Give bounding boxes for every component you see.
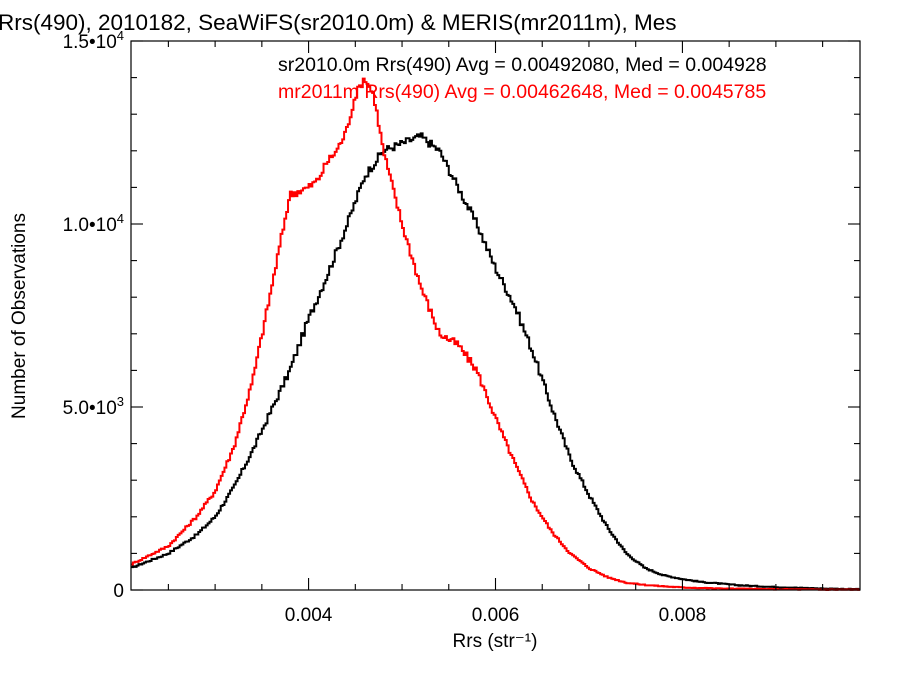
y-tick-label: 0: [113, 581, 124, 602]
series-layer: [131, 77, 860, 591]
tick-layer: 0.004 0.006 0.008 0 5.0•103 1.0•104 1.5•104: [63, 28, 860, 626]
x-tick-label: 0.008: [659, 605, 707, 626]
x-tick-label: 0.004: [285, 605, 333, 626]
plot-frame: [130, 40, 861, 591]
legend: sr2010.0m Rrs(490) Avg = 0.00492080, Med…: [278, 54, 767, 103]
legend-entry-mr2011: mr2011m Rrs(490) Avg = 0.00462648, Med =…: [278, 81, 766, 103]
x-axis-label-text: Rrs (str⁻¹): [453, 631, 538, 652]
plot-area: 0.004 0.006 0.008 0 5.0•103 1.0•104 1.5•104: [63, 28, 861, 626]
x-axis-label: Rrs (str⁻¹): [453, 631, 538, 652]
series-line-sr2010: [131, 132, 860, 591]
y-tick-label: 5.0•103: [63, 394, 124, 419]
y-tick-label: 1.5•104: [63, 28, 124, 53]
series-line-mr2011: [131, 77, 860, 591]
legend-entry-sr2010: sr2010.0m Rrs(490) Avg = 0.00492080, Med…: [278, 54, 767, 76]
y-tick-label: 1.0•104: [63, 211, 124, 236]
y-axis-label: Number of Observations: [9, 213, 30, 419]
chart-title: Rrs(490), 2010182, SeaWiFS(sr2010.0m) & …: [0, 10, 677, 35]
x-tick-label: 0.006: [472, 605, 520, 626]
